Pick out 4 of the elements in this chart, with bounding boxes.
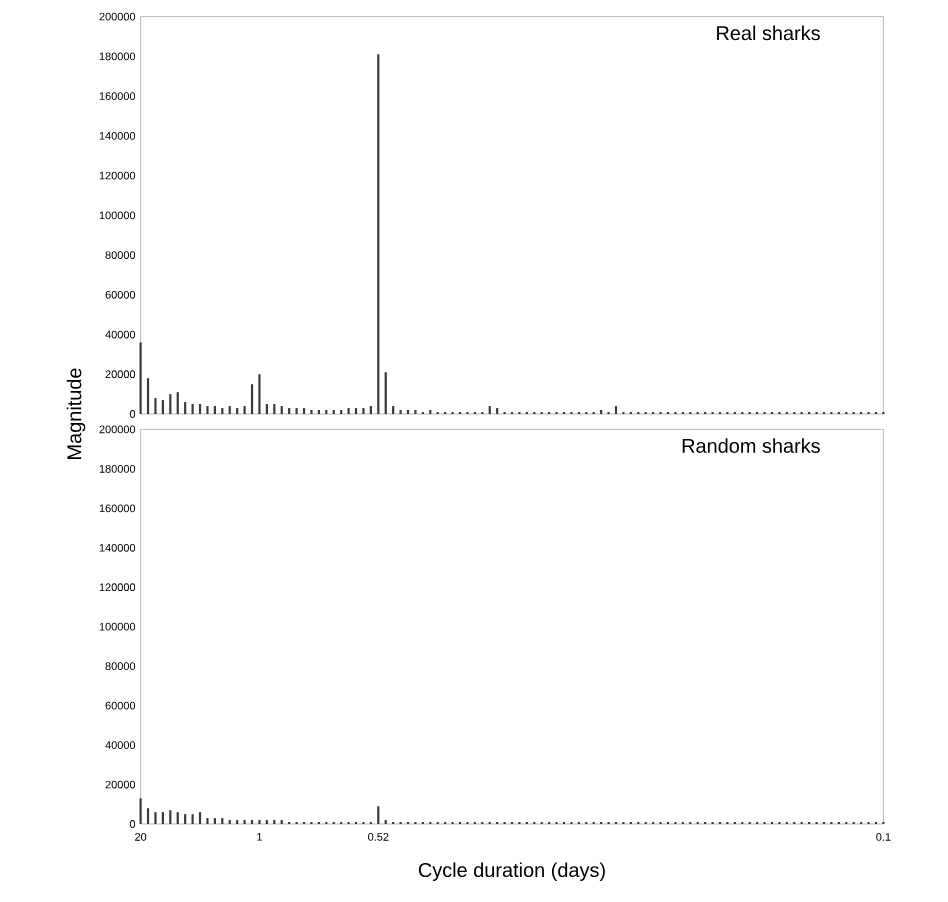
chart-title: Random sharks xyxy=(682,438,820,453)
x-axis-title: Cycle duration (days) xyxy=(418,862,605,881)
chart-title: Real sharks xyxy=(717,25,820,41)
y-axis-title: Magnitude xyxy=(66,368,86,459)
